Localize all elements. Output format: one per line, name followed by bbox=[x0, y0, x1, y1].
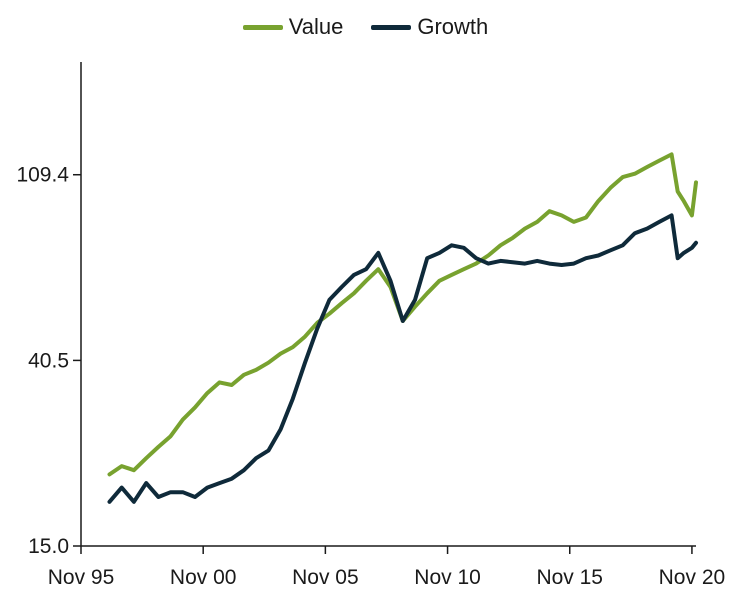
x-tick-label: Nov 00 bbox=[170, 566, 237, 589]
legend-swatch-value bbox=[242, 24, 283, 30]
series-line-value bbox=[107, 152, 698, 477]
y-tick-label: 15.0 bbox=[28, 535, 69, 558]
legend-item-growth: Growth bbox=[371, 14, 488, 40]
legend-swatch-growth bbox=[371, 24, 412, 30]
y-ticks: 15.0 40.5 109.4 bbox=[16, 164, 81, 558]
series-layer bbox=[107, 152, 698, 504]
legend-item-value: Value bbox=[242, 14, 344, 40]
x-tick-label: Nov 10 bbox=[414, 566, 481, 589]
x-tick-label: Nov 20 bbox=[659, 566, 726, 589]
x-ticks: Nov 95 Nov 00 Nov 05 Nov 10 Nov 15 Nov 20 bbox=[48, 546, 725, 589]
axes bbox=[80, 62, 696, 547]
y-tick-label: 109.4 bbox=[16, 164, 69, 187]
series-line-growth bbox=[107, 213, 698, 504]
y-tick-label: 40.5 bbox=[28, 349, 69, 372]
x-tick-label: Nov 15 bbox=[536, 566, 603, 589]
legend-label-value: Value bbox=[288, 14, 344, 39]
x-tick-label: Nov 95 bbox=[48, 566, 115, 589]
legend: Value Growth bbox=[0, 14, 731, 40]
x-tick-label: Nov 05 bbox=[292, 566, 359, 589]
legend-label-growth: Growth bbox=[417, 14, 489, 39]
